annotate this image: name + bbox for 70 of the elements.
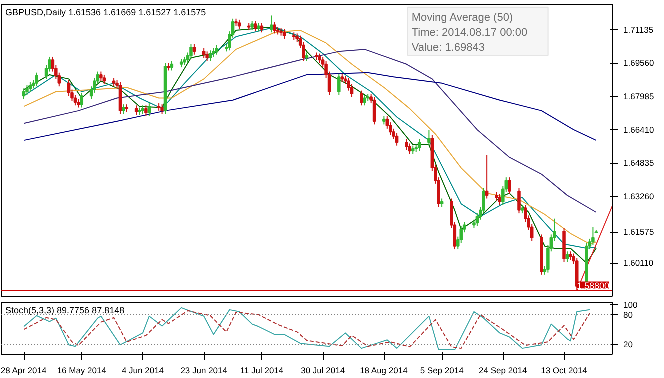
candlestick — [363, 94, 367, 106]
y-tick-label: 1.67985 — [624, 91, 654, 102]
x-tick-label: 11 Jul 2014 — [240, 366, 284, 376]
candlestick — [518, 188, 521, 214]
candlestick — [282, 28, 286, 40]
candlestick — [192, 44, 196, 56]
candlestick — [372, 96, 376, 126]
candlestick — [102, 74, 106, 85]
annotation: Time: 2014.08.17 00:00 — [412, 26, 528, 39]
candlestick — [254, 20, 258, 32]
y-tick-label: 1.69560 — [624, 58, 654, 68]
candlestick — [498, 194, 502, 206]
candlestick — [408, 143, 412, 155]
candlestick — [318, 53, 322, 64]
candlestick — [566, 251, 570, 263]
candlestick — [26, 85, 29, 96]
candlestick — [273, 22, 276, 34]
line-series — [24, 72, 597, 142]
candlestick — [360, 90, 364, 106]
candlestick — [148, 103, 152, 117]
y-tick-label: 1.66410 — [624, 124, 654, 135]
y-tick-label: 1.61575 — [624, 227, 654, 238]
candlestick — [160, 104, 164, 115]
x-tick-label: 28 Apr 2014 — [0, 366, 47, 376]
y-tick-label: 1.60110 — [624, 258, 654, 268]
x-tick-label: 24 Sep 2014 — [479, 366, 528, 376]
candlestick — [208, 50, 212, 62]
x-tick-label: 13 Oct 2014 — [541, 366, 588, 376]
candlestick — [80, 92, 84, 108]
candlestick — [270, 15, 274, 34]
candlestick — [260, 22, 264, 34]
candlestick — [206, 51, 209, 62]
y-tick-label: 80 — [624, 310, 634, 320]
candlestick — [35, 72, 38, 88]
candlestick — [338, 73, 341, 96]
candlestick — [215, 44, 219, 56]
candlestick — [28, 82, 32, 92]
candlestick — [592, 226, 595, 246]
y-tick-label: 20 — [624, 340, 634, 350]
x-tick-label: 4 Jun 2014 — [122, 366, 164, 376]
candlestick — [134, 105, 138, 116]
y-tick-label: 1.63260 — [624, 191, 654, 202]
candlestick — [405, 138, 408, 151]
candlestick — [485, 154, 489, 200]
candlestick — [190, 44, 193, 60]
candlestick — [170, 60, 174, 72]
candlestick — [122, 104, 126, 115]
candlestick — [250, 20, 254, 32]
x-tick-label: 30 Jul 2014 — [301, 366, 346, 376]
candlestick — [508, 177, 512, 196]
candlestick — [144, 105, 148, 117]
annotation: Value: 1.69843 — [412, 42, 486, 54]
y-tick-label: 1.71135 — [624, 24, 654, 35]
candlestick — [238, 19, 242, 30]
candlestick — [202, 48, 206, 59]
candlestick — [22, 88, 26, 100]
y-tick-label: 1.64835 — [624, 158, 654, 168]
annotation: Moving Average (50) — [412, 12, 514, 24]
x-tick-label: 5 Sep 2014 — [420, 366, 464, 376]
candlestick — [100, 71, 103, 82]
chart-title: Stoch(5,3,3) 89.7756 87.8148 — [6, 306, 125, 316]
x-tick-label: 23 Jun 2014 — [180, 366, 228, 376]
x-tick-label: 16 May 2014 — [57, 366, 107, 376]
x-tick-label: 18 Aug 2014 — [360, 366, 408, 376]
candlestick — [428, 129, 431, 146]
candlestick — [395, 132, 399, 146]
candlestick — [418, 138, 422, 152]
y-tick-label: 100 — [624, 300, 638, 310]
chart-title: GBPUSD,Daily 1.61536 1.61669 1.61527 1.61575 — [6, 8, 206, 18]
ref-line-label: 1.58800 — [576, 280, 610, 291]
